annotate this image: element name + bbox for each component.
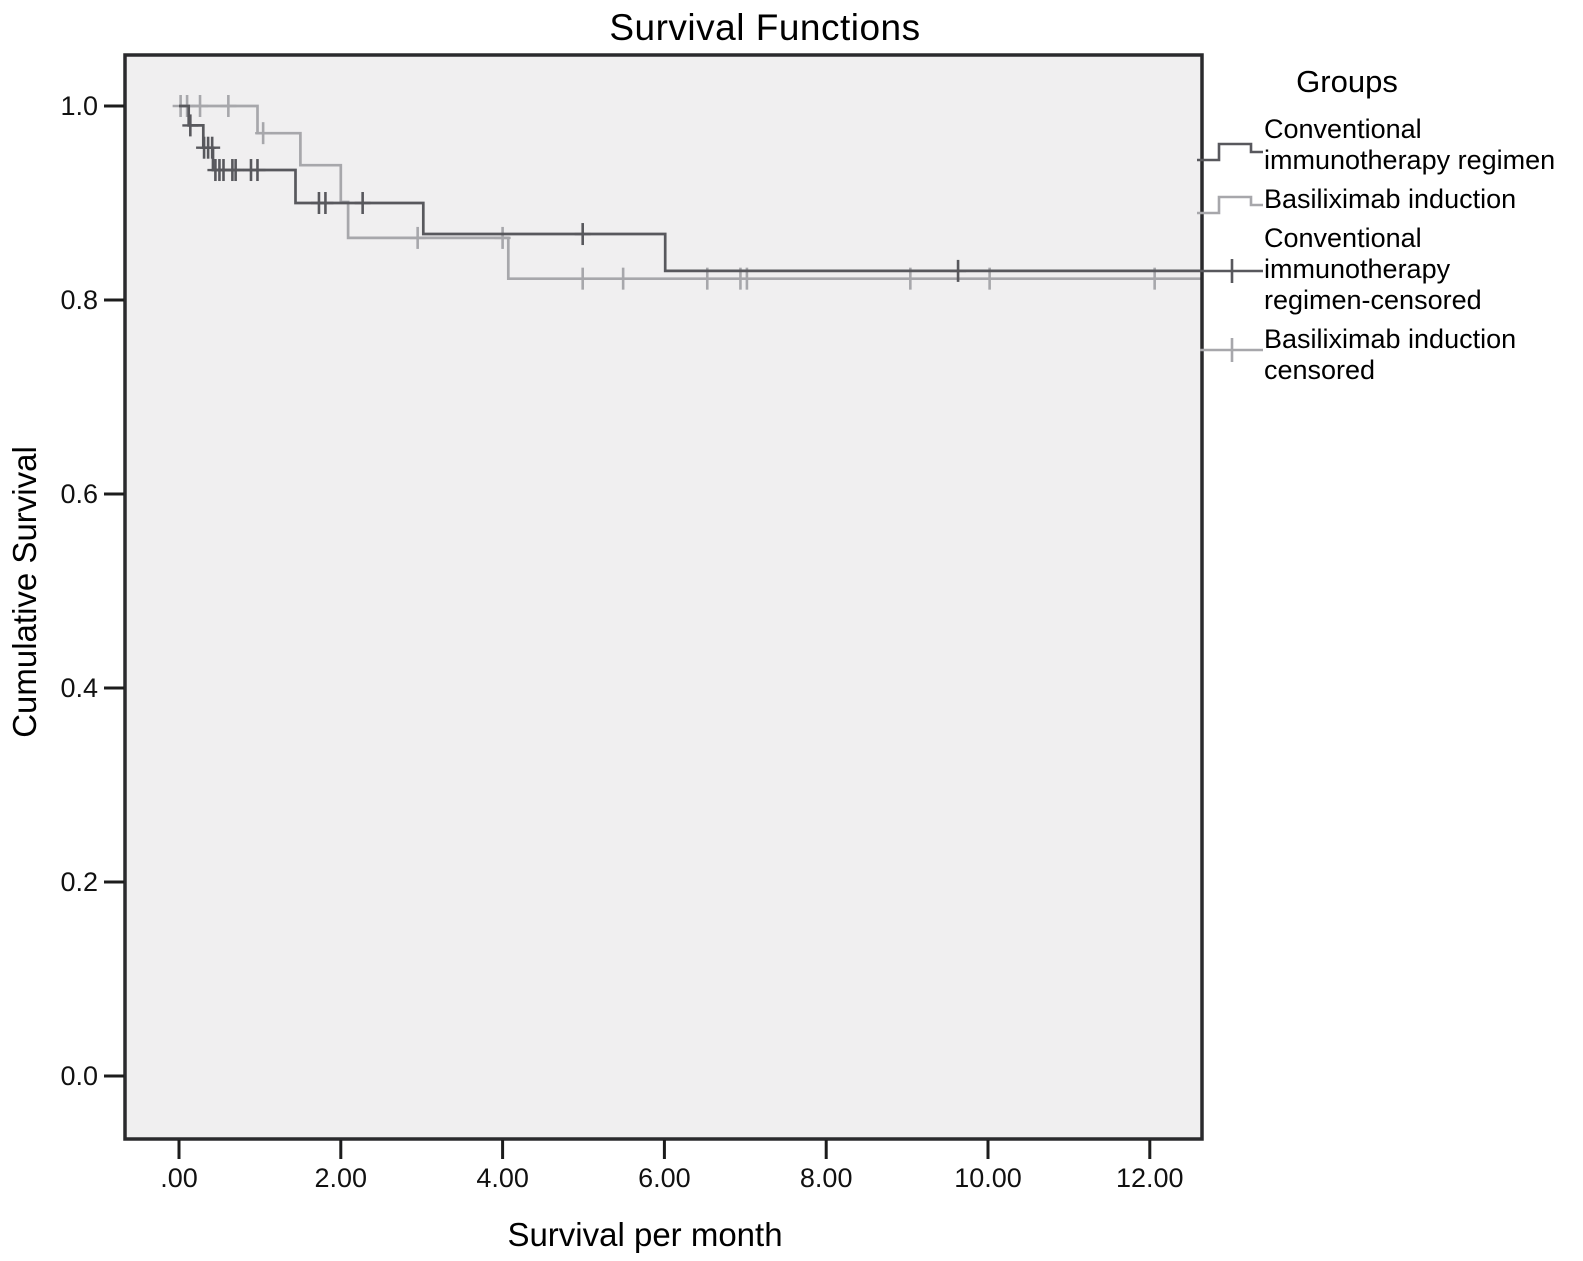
censor-mark [182,114,199,137]
y-tick-label: 0.8 [60,285,98,315]
censor-mark [204,136,221,159]
plot-area [125,55,1202,1139]
legend-item-conventional-censored: Conventional immunotherapy regimen-censo… [1264,223,1482,315]
series-line [179,104,1202,281]
x-axis-title: Survival per month [507,1216,782,1253]
legend: Conventional immunotherapy regimen Basil… [1264,114,1560,394]
x-tick-label: 2.00 [315,1163,368,1193]
plot-layer: .00 2.00 4.00 6.00 8.00 10.00 12.00 1.0 0.8 0.6 0.… [60,53,1204,1193]
censor-mark [574,223,591,246]
x-tick-label: 12.00 [1116,1163,1184,1193]
legend-plus-glyph [1200,259,1263,283]
censor-mark [192,95,209,117]
censor-mark [227,159,244,182]
legend-step-glyph [1197,142,1263,162]
chart-title: Survival Functions [609,7,920,48]
y-tick-label: 0.0 [60,1061,98,1091]
y-tick-label: 1.0 [60,91,98,121]
legend-title: Groups [1296,64,1398,99]
legend-item-basiliximab: Basiliximab induction [1264,184,1517,214]
x-tick-label: 8.00 [800,1163,853,1193]
x-tick-label: .00 [160,1163,198,1193]
legend-item-conventional: Conventional immunotherapy regimen [1264,114,1556,175]
y-tick-label: 0.4 [60,673,98,703]
x-tick-label: 10.00 [954,1163,1022,1193]
legend-plus-glyph [1200,338,1263,362]
legend-item-basiliximab-censored: Basiliximab induction censored [1264,324,1517,385]
x-tick-label: 6.00 [638,1163,691,1193]
censor-mark [615,267,632,290]
censor-mark [494,226,511,249]
censor-mark [255,122,272,145]
y-tick-label: 0.2 [60,867,98,897]
legend-step-glyph [1197,195,1263,215]
y-axis-title: Cumulative Survival [6,446,43,738]
plot-frame [123,53,1204,1141]
censor-mark [249,159,266,182]
censor-mark [220,95,237,117]
x-tick-label: 4.00 [476,1163,529,1193]
censor-mark [317,192,334,214]
censor-mark [354,192,371,214]
censor-mark [409,226,426,249]
censor-mark [574,267,591,290]
censor-mark [950,259,967,282]
y-tick-label: 0.6 [60,479,98,509]
